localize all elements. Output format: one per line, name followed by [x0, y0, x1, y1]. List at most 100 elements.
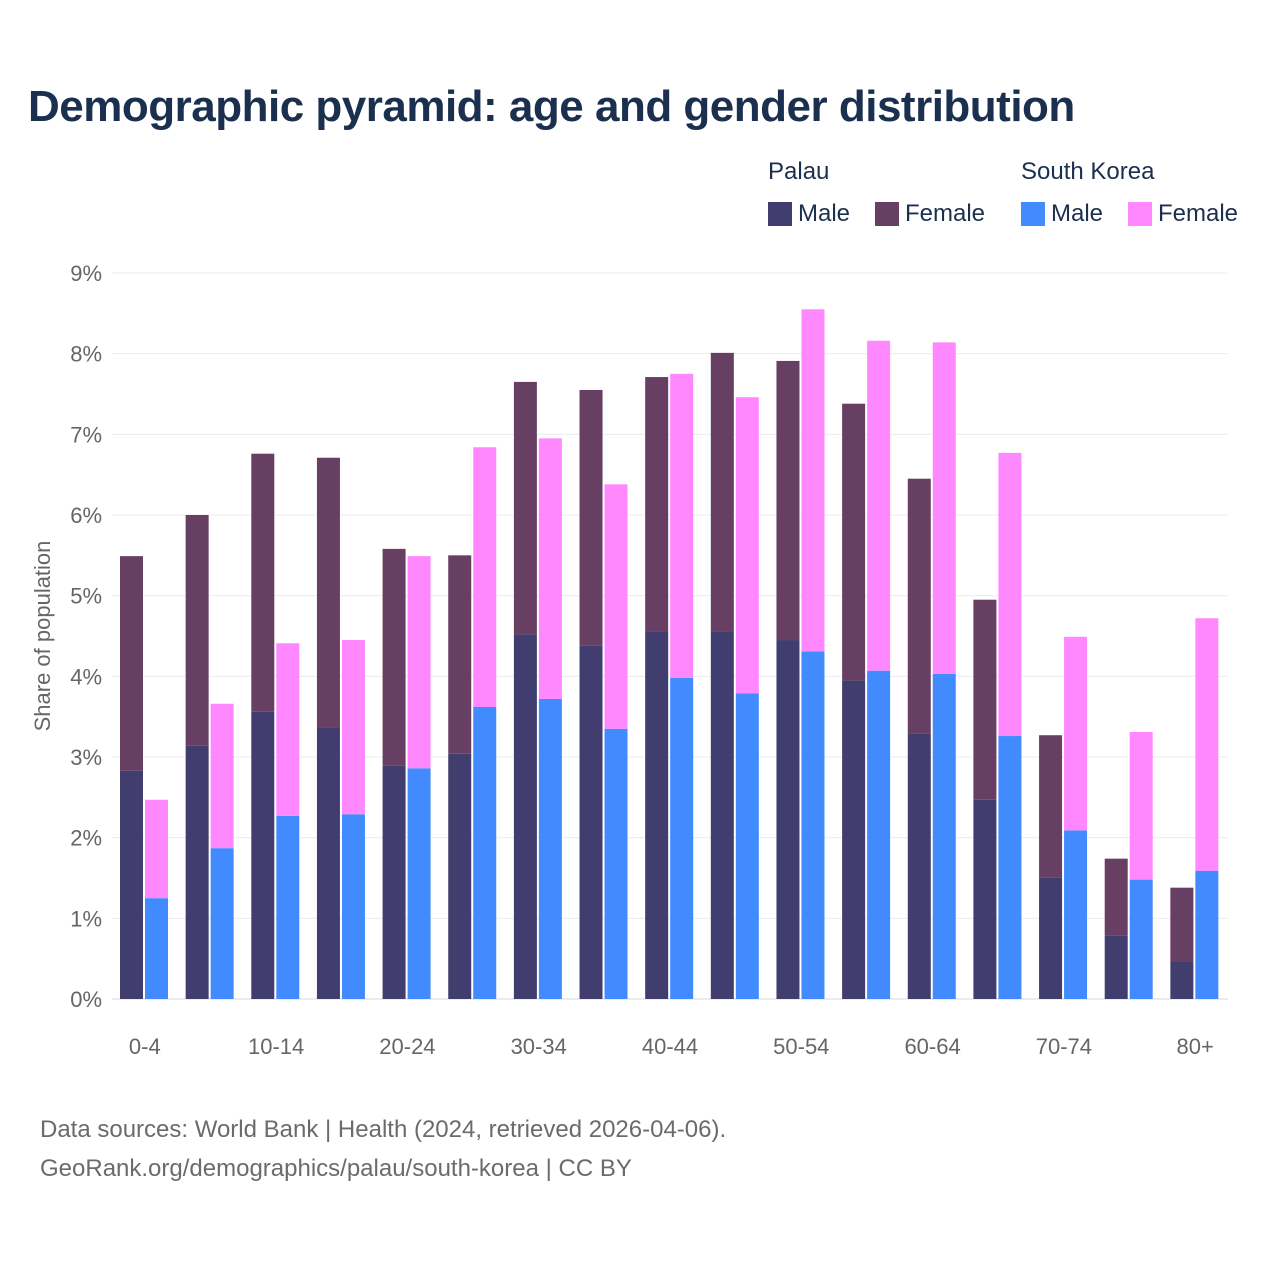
bar-palau-female	[1170, 887, 1194, 962]
bar-palau-female	[842, 403, 866, 681]
x-tick-label: 80+	[1177, 1034, 1214, 1059]
legend-swatch	[1128, 202, 1152, 226]
bar-palau-male	[579, 645, 603, 999]
legend-label: Female	[1158, 200, 1239, 227]
x-tick-label: 70-74	[1036, 1034, 1092, 1059]
bar-south-korea-female	[341, 640, 365, 815]
bar-palau-male	[251, 711, 275, 999]
y-tick-label: 0%	[70, 987, 102, 1012]
legend-label: Female	[905, 200, 986, 227]
bar-south-korea-female	[407, 556, 431, 769]
footer-link[interactable]: GeoRank.org/demographics/palau/south-kor…	[40, 1155, 632, 1182]
bar-palau-female	[1039, 735, 1063, 878]
bar-south-korea-male	[473, 706, 497, 999]
bar-south-korea-female	[538, 438, 562, 699]
bar-south-korea-female	[145, 799, 168, 899]
legend-swatch	[875, 202, 899, 226]
legend-sk-male[interactable]: Male	[1021, 200, 1103, 228]
bar-south-korea-male	[1064, 830, 1088, 999]
bar-south-korea-female	[210, 703, 234, 849]
bar-south-korea-male	[538, 698, 562, 999]
x-tick-label: 40-44	[642, 1034, 698, 1059]
bar-palau-male	[842, 680, 866, 999]
bar-palau-male	[645, 631, 669, 999]
bar-south-korea-male	[407, 768, 431, 999]
bar-south-korea-male	[341, 814, 365, 999]
bar-south-korea-female	[801, 309, 825, 652]
bar-south-korea-male	[145, 898, 168, 999]
bar-palau-female	[513, 381, 537, 635]
bar-south-korea-male	[1129, 879, 1153, 999]
bar-south-korea-female	[670, 373, 694, 678]
bar-south-korea-female	[473, 447, 497, 707]
bar-palau-female	[973, 599, 997, 800]
y-tick-label: 7%	[70, 422, 102, 447]
bar-palau-female	[579, 389, 603, 646]
bar-south-korea-female	[998, 452, 1022, 737]
bar-south-korea-female	[735, 397, 759, 694]
bar-south-korea-male	[670, 677, 694, 999]
legend-palau-female[interactable]: Female	[875, 200, 985, 228]
bar-palau-male	[973, 799, 997, 999]
bar-south-korea-male	[604, 728, 628, 999]
bar-palau-male	[448, 753, 472, 999]
bar-south-korea-male	[276, 815, 300, 999]
legend-label: Male	[798, 200, 851, 227]
chart-title: Demographic pyramid: age and gender dist…	[28, 82, 1075, 131]
bar-south-korea-female	[867, 340, 891, 671]
bar-palau-male	[513, 634, 537, 999]
y-axis-label: Share of population	[30, 541, 55, 732]
bar-palau-male	[316, 727, 340, 999]
y-tick-label: 1%	[70, 906, 102, 931]
bar-palau-female	[316, 457, 340, 728]
bar-palau-male	[776, 640, 800, 999]
x-tick-label: 50-54	[773, 1034, 829, 1059]
bar-south-korea-male	[1195, 870, 1219, 999]
bar-palau-male	[120, 770, 143, 999]
bar-south-korea-female	[604, 484, 628, 729]
bar-south-korea-male	[210, 848, 234, 999]
bar-palau-female	[907, 478, 931, 734]
bar-palau-male	[1039, 877, 1063, 999]
x-tick-label: 20-24	[379, 1034, 435, 1059]
y-tick-label: 9%	[70, 261, 102, 286]
y-tick-label: 4%	[70, 664, 102, 689]
y-tick-label: 5%	[70, 584, 102, 609]
x-tick-label: 60-64	[904, 1034, 960, 1059]
bar-south-korea-female	[276, 643, 300, 816]
bar-palau-male	[1170, 961, 1194, 999]
bar-palau-male	[907, 733, 931, 999]
x-tick-label: 0-4	[129, 1034, 161, 1059]
bar-south-korea-male	[867, 670, 891, 999]
bar-palau-female	[185, 515, 209, 746]
x-tick-label: 30-34	[511, 1034, 567, 1059]
legend-label: Male	[1051, 200, 1104, 227]
bar-south-korea-male	[735, 693, 759, 999]
bar-palau-male	[710, 631, 734, 999]
bar-palau-male	[185, 745, 209, 999]
bar-palau-female	[251, 453, 275, 712]
y-tick-label: 6%	[70, 503, 102, 528]
bar-palau-female	[1104, 858, 1128, 936]
y-tick-label: 8%	[70, 342, 102, 367]
y-tick-label: 3%	[70, 745, 102, 770]
bar-palau-female	[645, 377, 669, 632]
legend-swatch	[768, 202, 792, 226]
x-tick-label: 10-14	[248, 1034, 304, 1059]
legend-group-south-korea: South Korea	[1021, 158, 1155, 185]
bar-south-korea-male	[932, 673, 956, 999]
bar-south-korea-male	[801, 651, 825, 999]
legend-swatch	[1021, 202, 1045, 226]
bar-south-korea-female	[932, 342, 956, 674]
bar-palau-female	[120, 556, 143, 771]
legend-group-palau: Palau	[768, 158, 830, 185]
y-tick-label: 2%	[70, 826, 102, 851]
bar-south-korea-female	[1064, 636, 1088, 831]
bar-south-korea-female	[1195, 618, 1219, 871]
legend-palau-male[interactable]: Male	[768, 200, 850, 228]
bar-palau-male	[382, 765, 406, 999]
bar-palau-female	[710, 352, 734, 632]
bar-south-korea-female	[1129, 731, 1153, 880]
legend-sk-female[interactable]: Female	[1128, 200, 1238, 228]
